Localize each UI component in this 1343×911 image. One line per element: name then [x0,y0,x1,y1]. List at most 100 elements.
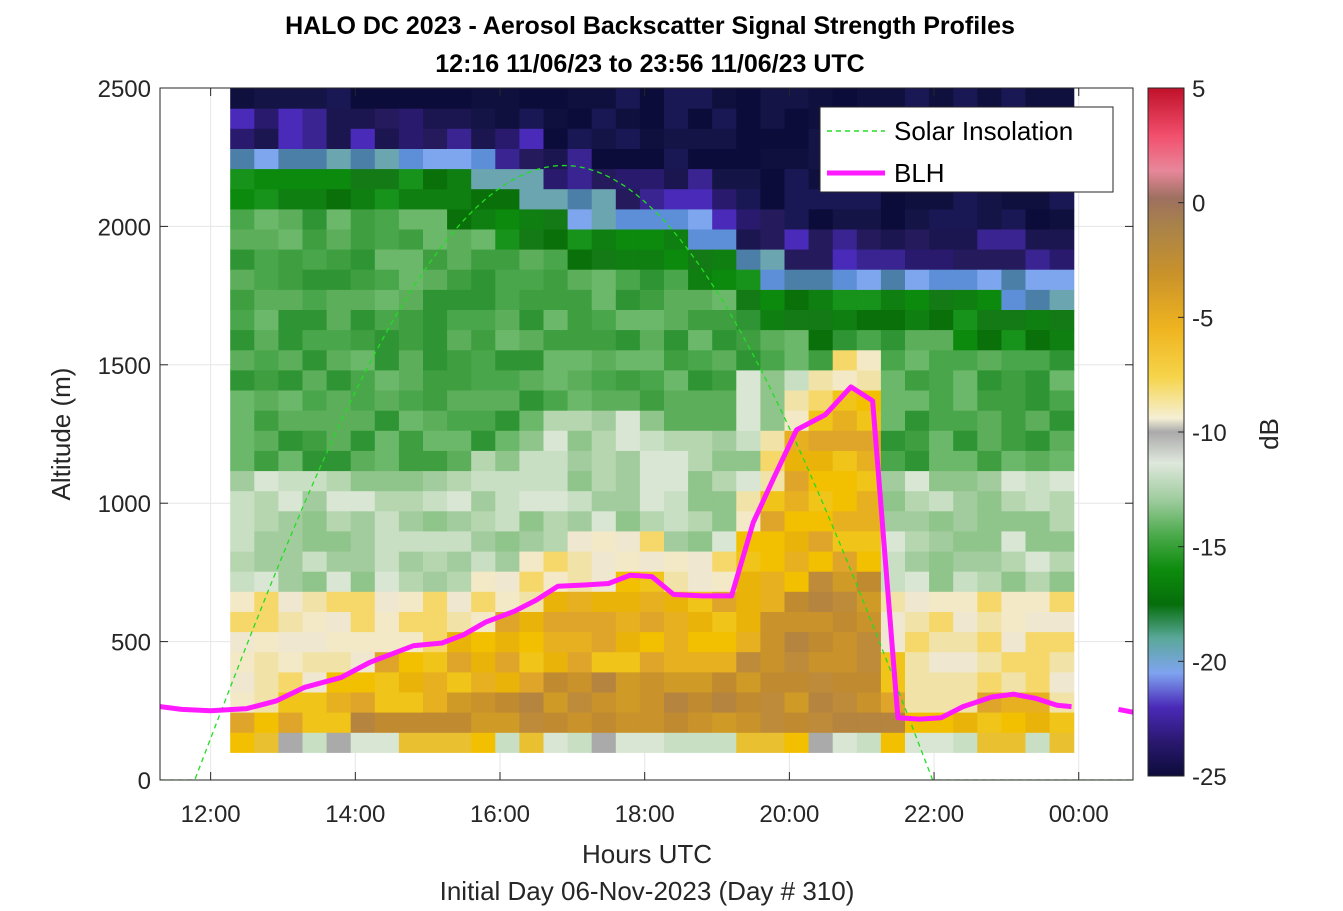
heatmap-cell [543,430,569,451]
heatmap-cell [832,631,858,653]
heatmap-cell [1025,329,1051,351]
x-tick-label: 20:00 [759,801,819,828]
heatmap-cell [374,269,400,290]
heatmap-cell [302,691,328,713]
heatmap-cell [929,551,954,572]
heatmap-cell [326,148,352,170]
heatmap-cell [543,289,569,310]
heatmap-cell [760,551,786,572]
heatmap-cell [977,430,1002,451]
heatmap-cell [905,732,930,753]
heatmap-cell [760,671,786,693]
heatmap-cell [326,108,352,129]
heatmap-cell [977,450,1002,472]
heatmap-cell [302,148,328,170]
heatmap-cell [567,430,593,451]
y-tick-label: 2000 [98,214,151,241]
heatmap-cell [639,712,665,733]
heatmap-cell [664,410,689,431]
heatmap-cell [543,228,569,250]
heatmap-cell [495,309,520,331]
heatmap-cell [905,329,930,351]
heatmap-cell [1001,228,1027,250]
heatmap-cell [254,490,279,512]
heatmap-cell [447,168,472,190]
heatmap-cell [567,269,593,290]
heatmap-cell [350,551,376,572]
heatmap-cell [953,249,978,270]
heatmap-cell [326,510,352,532]
heatmap-cell [712,168,737,190]
heatmap-cell [1025,88,1051,109]
heatmap-cell [326,208,352,230]
heatmap-cell [929,369,954,391]
heatmap-cell [423,530,448,552]
heatmap-cell [905,551,930,572]
heatmap-cell [905,289,930,310]
heatmap-cell [471,208,496,230]
heatmap-cell [230,611,255,633]
heatmap-cell [736,450,761,472]
heatmap-cell [543,168,569,190]
heatmap-cell [543,530,569,552]
heatmap-cell [953,269,978,290]
heatmap-cell [471,390,496,411]
heatmap-cell [664,188,689,210]
heatmap-cell [519,228,545,250]
heatmap-cell [639,369,665,391]
heatmap-cell [567,410,593,431]
heatmap-cell [254,128,279,149]
heatmap-cell [905,188,930,210]
heatmap-cell [929,208,954,230]
heatmap-cell [591,390,617,411]
heatmap-cell [832,349,858,371]
heatmap-cell [519,470,545,492]
legend-blh-label: BLH [894,158,945,188]
heatmap-cell [398,530,424,552]
heatmap-cell [519,329,545,351]
heatmap-cell [688,269,713,290]
heatmap-cell [664,390,689,411]
heatmap-cell [615,591,641,612]
heatmap-cell [591,691,617,713]
heatmap-cell [254,329,279,351]
heatmap-cell [905,470,930,492]
heatmap-cell [350,148,376,170]
heatmap-cell [760,390,786,411]
heatmap-cell [880,309,906,331]
heatmap-cell [856,712,882,733]
heatmap-cell [447,430,472,451]
heatmap-cell [447,309,472,331]
heatmap-cell [808,269,834,290]
heatmap-cell [1049,450,1075,472]
heatmap-cell [712,490,737,512]
heatmap-cell [350,470,376,492]
heatmap-cell [471,490,496,512]
heatmap-cell [543,148,569,170]
heatmap-cell [423,651,448,673]
x-tick-label: 12:00 [181,801,241,828]
heatmap-cell [953,228,978,250]
heatmap-cell [230,329,255,351]
heatmap-cell [639,309,665,331]
heatmap-cell [398,168,424,190]
heatmap-cell [664,611,689,633]
heatmap-cell [760,309,786,331]
heatmap-cell [278,228,304,250]
heatmap-cell [302,732,328,753]
heatmap-cell [1049,430,1075,451]
heatmap-cell [302,208,328,230]
heatmap-cell [302,611,328,633]
heatmap-cell [326,309,352,331]
heatmap-cell [519,289,545,310]
heatmap-cell [1001,470,1027,492]
heatmap-cell [423,712,448,733]
heatmap-cell [977,269,1002,290]
heatmap-cell [1025,651,1051,673]
heatmap-cell [254,530,279,552]
heatmap-cell [326,168,352,190]
heatmap-cell [230,208,255,230]
heatmap-cell [1025,530,1051,552]
heatmap-cell [977,490,1002,512]
